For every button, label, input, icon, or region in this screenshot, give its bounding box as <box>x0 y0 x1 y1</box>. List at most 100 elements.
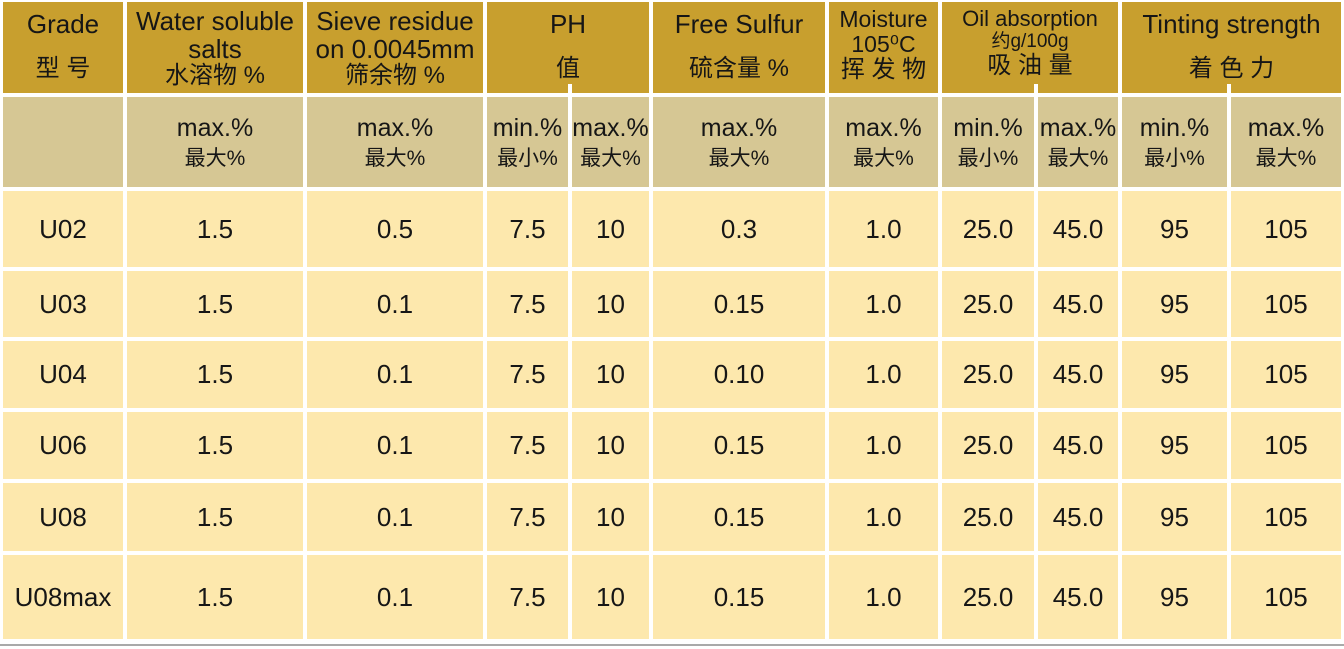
value-cell-tinting-strength-min: 95 <box>1122 412 1227 479</box>
spec-table: Grade 型 号 Water soluble salts 水溶物 % Siev… <box>3 2 1341 639</box>
subheader-label-en: max.% <box>1247 113 1325 142</box>
value-cell-moisture-max: 1.0 <box>829 271 938 337</box>
value-cell-tinting-strength-max: 105 <box>1231 271 1341 337</box>
subheader-label-cn: 最大% <box>1255 146 1317 170</box>
subheader-label-en: max.% <box>845 113 922 142</box>
grade-cell: U08 <box>3 483 123 551</box>
value-cell-free-sulfur-max: 0.15 <box>653 271 825 337</box>
header-label-en: Grade <box>26 9 100 39</box>
subcolumn-divider-notch <box>568 84 572 93</box>
value-cell-free-sulfur-max: 0.3 <box>653 191 825 267</box>
value-cell-oil-absorption-max: 45.0 <box>1038 412 1118 479</box>
value-cell-free-sulfur-max: 0.15 <box>653 555 825 639</box>
value-cell-tinting-strength-max: 105 <box>1231 412 1341 479</box>
header-label-cn: 挥 发 物 <box>840 55 927 83</box>
col-header-sieve-residue: Sieve residue on 0.0045mm 筛余物 % <box>307 2 483 93</box>
header-label-en: 105⁰C <box>851 30 916 57</box>
value-cell-tinting-strength-min: 95 <box>1122 271 1227 337</box>
value-cell-ph-max: 10 <box>572 555 649 639</box>
subheader-ph-min: min.% 最小% <box>487 97 568 187</box>
value-cell-oil-absorption-max: 45.0 <box>1038 555 1118 639</box>
value-cell-ph-min: 7.5 <box>487 412 568 479</box>
subheader-label-cn: 最小% <box>497 146 558 170</box>
value-cell-sieve-residue-max: 0.1 <box>307 483 483 551</box>
header-label-en: on 0.0045mm <box>315 34 475 65</box>
value-cell-water-soluble-salts-max: 1.5 <box>127 483 303 551</box>
value-cell-free-sulfur-max: 0.15 <box>653 412 825 479</box>
value-cell-oil-absorption-max: 45.0 <box>1038 191 1118 267</box>
value-cell-ph-min: 7.5 <box>487 555 568 639</box>
value-cell-water-soluble-salts-max: 1.5 <box>127 271 303 337</box>
header-label-cn: 着 色 力 <box>1188 55 1275 83</box>
value-cell-ph-max: 10 <box>572 483 649 551</box>
value-cell-sieve-residue-max: 0.1 <box>307 412 483 479</box>
value-cell-water-soluble-salts-max: 1.5 <box>127 341 303 408</box>
col-header-tinting-strength: Tinting strength 着 色 力 <box>1122 2 1341 93</box>
value-cell-tinting-strength-min: 95 <box>1122 191 1227 267</box>
subheader-sieve-max: max.% 最大% <box>307 97 483 187</box>
header-label-en: Sieve residue <box>316 6 474 36</box>
header-label-cn: 水溶物 % <box>164 62 265 90</box>
subheader-label-cn: 最大% <box>580 146 641 170</box>
subheader-ph-max: max.% 最大% <box>572 97 649 187</box>
subheader-label-cn: 最大% <box>364 146 426 170</box>
col-header-water-soluble-salts: Water soluble salts 水溶物 % <box>127 2 303 93</box>
subheader-label-cn: 最大% <box>184 146 246 170</box>
value-cell-water-soluble-salts-max: 1.5 <box>127 412 303 479</box>
bottom-border <box>0 644 1344 646</box>
value-cell-ph-min: 7.5 <box>487 191 568 267</box>
value-cell-oil-absorption-max: 45.0 <box>1038 483 1118 551</box>
subheader-label-en: max.% <box>176 113 254 142</box>
subcolumn-divider-notch <box>1034 84 1038 93</box>
value-cell-moisture-max: 1.0 <box>829 412 938 479</box>
subheader-label-en: max.% <box>572 113 649 142</box>
header-label-en: Tinting strength <box>1142 9 1321 39</box>
subheader-label-cn: 最小% <box>957 146 1019 170</box>
subheader-moisture-max: max.% 最大% <box>829 97 938 187</box>
value-cell-sieve-residue-max: 0.1 <box>307 271 483 337</box>
grade-cell: U03 <box>3 271 123 337</box>
value-cell-oil-absorption-min: 25.0 <box>942 271 1034 337</box>
value-cell-moisture-max: 1.0 <box>829 341 938 408</box>
value-cell-tinting-strength-min: 95 <box>1122 341 1227 408</box>
value-cell-moisture-max: 1.0 <box>829 191 938 267</box>
header-label-en: Water soluble <box>136 6 294 36</box>
col-header-oil-absorption: Oil absorption 约g/100g 吸 油 量 <box>942 2 1118 93</box>
subheader-label-cn: 最大% <box>708 146 770 170</box>
header-label-en: 约g/100g <box>991 30 1069 52</box>
value-cell-oil-absorption-min: 25.0 <box>942 483 1034 551</box>
value-cell-oil-absorption-min: 25.0 <box>942 191 1034 267</box>
header-label-cn: 型 号 <box>35 55 91 83</box>
value-cell-sieve-residue-max: 0.1 <box>307 341 483 408</box>
value-cell-tinting-strength-min: 95 <box>1122 483 1227 551</box>
value-cell-tinting-strength-max: 105 <box>1231 555 1341 639</box>
header-label-en: salts <box>188 34 242 65</box>
header-label-en: Free Sulfur <box>674 9 804 39</box>
subheader-water-max: max.% 最大% <box>127 97 303 187</box>
subheader-label-en: min.% <box>1139 113 1210 142</box>
value-cell-water-soluble-salts-max: 1.5 <box>127 555 303 639</box>
subheader-blank <box>3 97 123 187</box>
header-label-en: PH <box>549 9 587 39</box>
value-cell-oil-absorption-max: 45.0 <box>1038 271 1118 337</box>
header-label-en: Oil absorption <box>962 6 1098 31</box>
value-cell-ph-max: 10 <box>572 412 649 479</box>
grade-cell: U08max <box>3 555 123 639</box>
subheader-oil-min: min.% 最小% <box>942 97 1034 187</box>
value-cell-tinting-strength-min: 95 <box>1122 555 1227 639</box>
subheader-label-cn: 最小% <box>1144 146 1205 170</box>
subheader-label-en: min.% <box>492 113 563 142</box>
value-cell-moisture-max: 1.0 <box>829 483 938 551</box>
header-label-cn: 硫含量 % <box>688 55 789 83</box>
grade-cell: U02 <box>3 191 123 267</box>
header-label-cn: 值 <box>556 55 580 83</box>
value-cell-tinting-strength-max: 105 <box>1231 191 1341 267</box>
value-cell-tinting-strength-max: 105 <box>1231 483 1341 551</box>
value-cell-water-soluble-salts-max: 1.5 <box>127 191 303 267</box>
value-cell-ph-max: 10 <box>572 341 649 408</box>
value-cell-free-sulfur-max: 0.10 <box>653 341 825 408</box>
subheader-label-cn: 最大% <box>1047 146 1109 170</box>
value-cell-ph-max: 10 <box>572 271 649 337</box>
subheader-oil-max: max.% 最大% <box>1038 97 1118 187</box>
